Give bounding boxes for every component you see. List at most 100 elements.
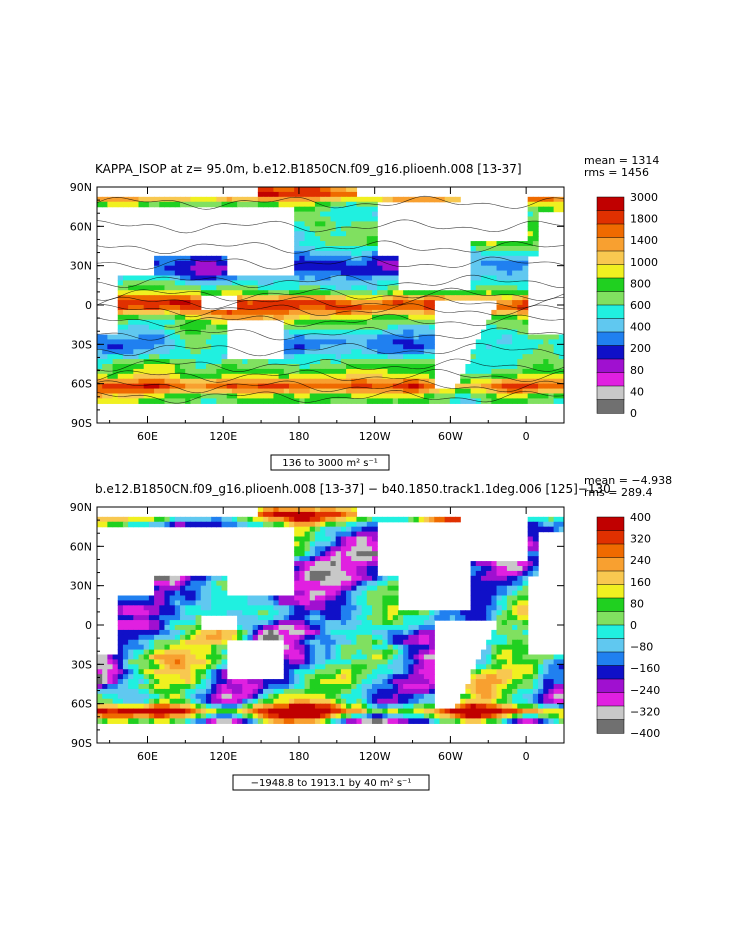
field-cell [97,674,103,680]
field-cell [304,368,311,375]
field-cell [180,679,186,685]
field-cell [299,206,306,213]
field-cell [335,275,342,282]
field-cell [133,290,140,296]
field-cell [288,693,295,700]
field-cell [299,511,306,518]
field-cell [252,634,259,641]
field-cell [320,309,326,316]
field-cell [366,383,373,390]
field-cell [382,649,389,656]
field-cell [211,378,217,385]
field-cell [418,300,425,306]
field-cell [346,575,352,582]
field-cell [304,211,311,218]
field-cell [304,664,311,670]
field-cell [159,516,166,523]
field-cell [128,378,134,385]
field-cell [527,250,534,257]
field-cell [486,349,492,355]
field-cell [517,305,524,311]
field-cell [164,659,171,665]
field-cell [532,354,539,360]
field-cell [288,688,295,695]
field-cell [527,674,534,680]
field-cell [387,329,394,336]
field-cell [512,605,518,611]
field-cell [268,393,275,400]
field-cell [382,290,389,296]
field-cell [174,610,181,616]
field-cell [268,275,275,282]
field-cell [351,659,358,665]
field-cell [501,393,508,400]
field-cell [294,290,300,296]
field-cell [320,688,326,695]
field-cell [299,246,306,252]
field-cell [221,634,228,641]
field-cell [356,359,363,365]
field-cell [366,300,373,306]
field-cell [128,388,134,395]
field-cell [309,187,316,193]
field-cell [346,270,352,277]
field-cell [237,280,243,286]
field-cell [501,324,508,331]
field-cell [117,314,124,321]
field-cell [304,334,311,341]
field-cell [247,305,254,311]
field-cell [273,698,280,705]
field-cell [382,595,389,602]
field-cell [408,620,415,626]
field-cell [506,275,513,282]
field-cell [361,359,368,365]
field-cell [211,698,217,705]
field-cell [361,516,368,523]
field-cell [294,620,300,626]
field-cell [154,359,160,365]
field-cell [325,580,332,587]
field-cell [340,378,347,385]
field-cell [340,654,347,661]
field-cell [522,260,529,267]
field-cell [480,708,487,715]
field-cell [117,344,124,350]
field-cell [377,319,383,326]
field-cell [216,324,223,331]
field-cell [122,703,129,710]
field-cell [304,280,311,286]
field-cell [486,275,492,282]
field-cell [372,531,378,538]
field-cell [444,295,451,301]
field-cell [325,206,332,213]
field-cell [294,201,300,208]
field-cell [330,688,337,695]
field-cell [200,521,207,528]
field-cell [128,629,134,636]
field-cell [387,585,394,592]
field-cell [470,615,477,621]
field-cell [346,580,352,587]
field-cell [351,187,358,193]
field-cell [148,688,155,695]
field-cell [346,693,352,700]
field-cell [299,314,306,321]
field-cell [226,383,233,390]
field-cell [299,280,306,286]
field-cell [346,231,352,237]
field-cell [268,713,275,720]
field-cell [200,344,207,350]
colorbar-swatch [596,331,625,347]
field-cell [221,595,228,602]
field-cell [346,561,352,567]
field-cell [320,693,326,700]
field-cell [418,349,425,355]
field-cell [257,388,264,395]
field-cell [257,305,264,311]
field-cell [501,693,508,700]
field-cell [538,349,544,355]
field-cell [169,300,176,306]
field-cell [418,319,425,326]
field-cell [423,334,430,341]
field-cell [517,664,524,670]
